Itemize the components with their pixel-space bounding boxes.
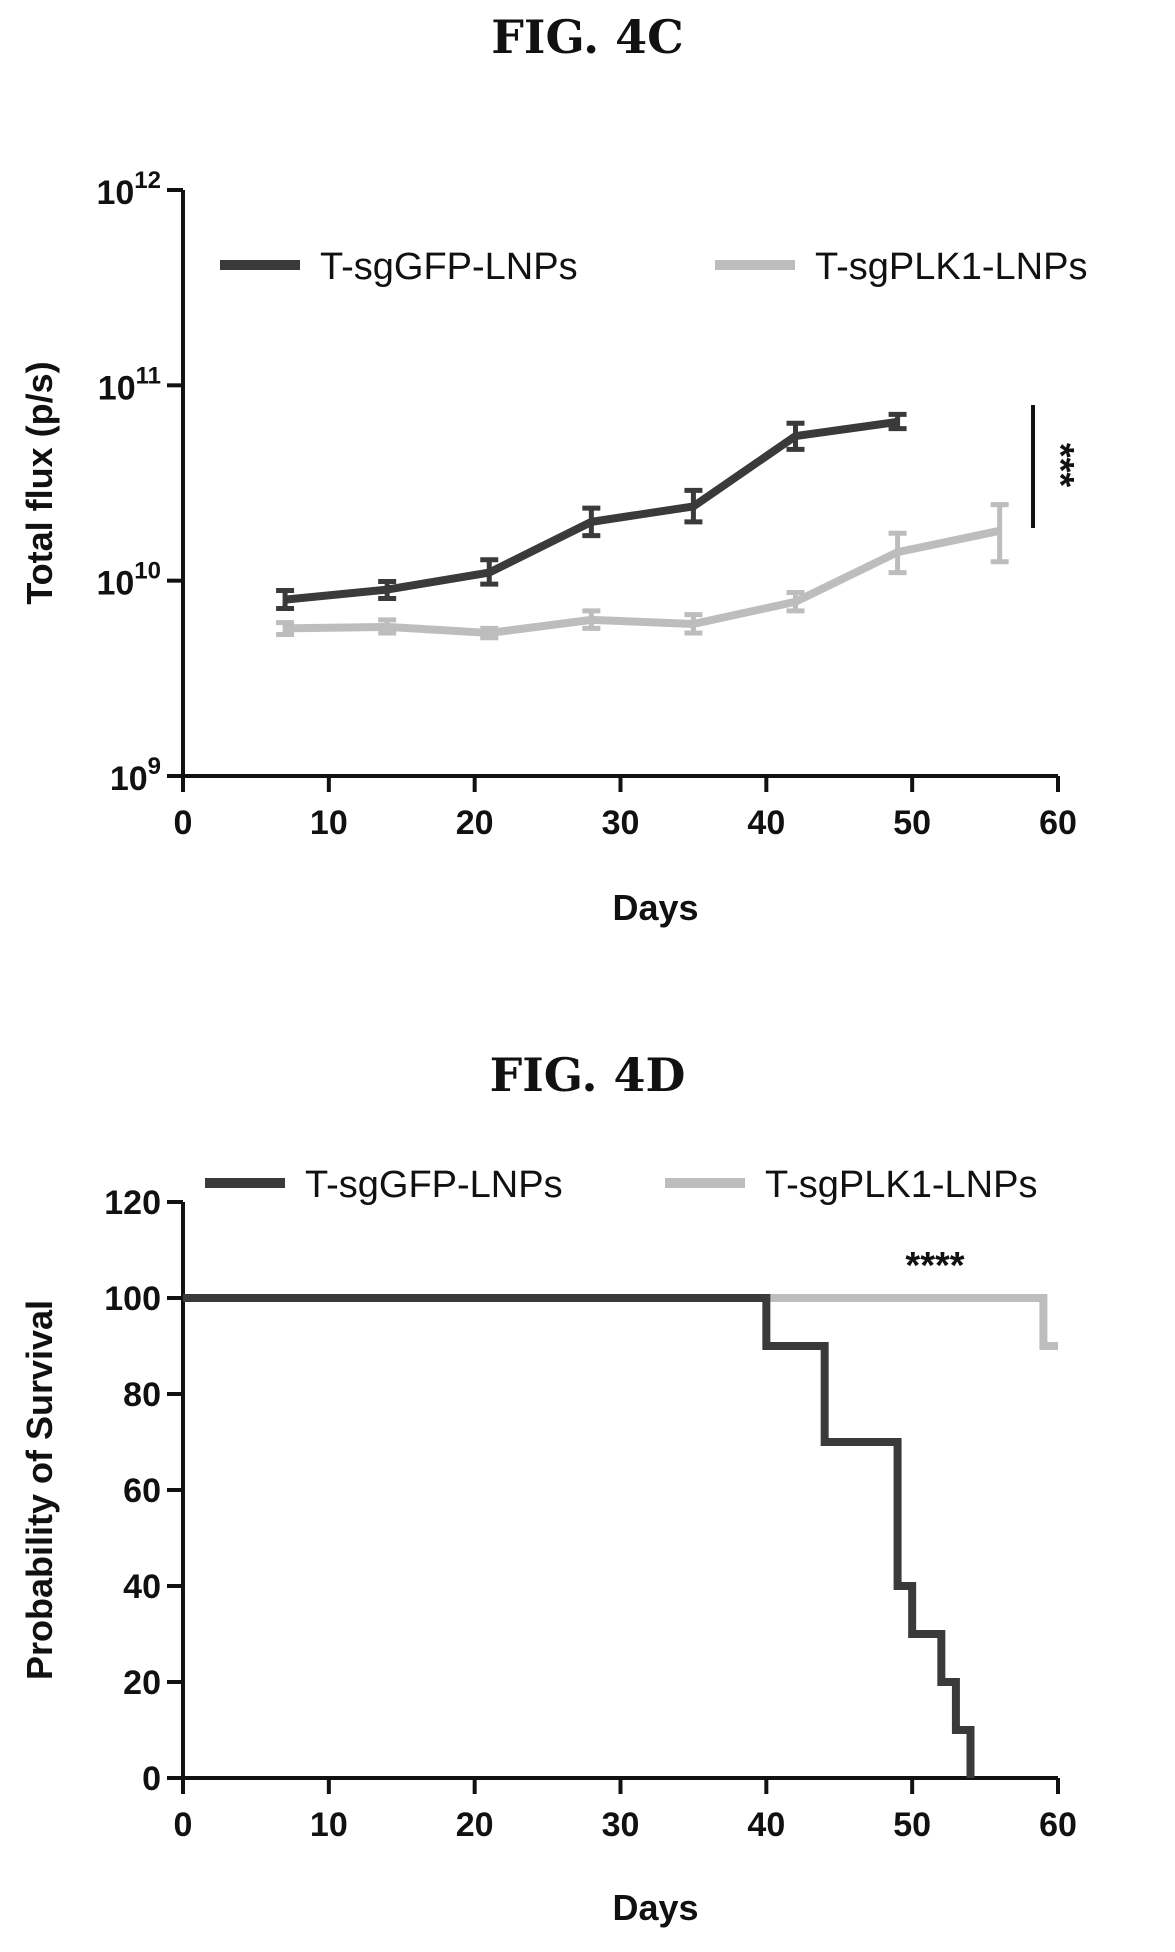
y-tick-label: 0: [142, 1760, 161, 1798]
x-tick-label: 20: [456, 804, 494, 842]
significance-annotation: ***: [1039, 443, 1081, 488]
y-tick-label: 120: [104, 1184, 161, 1222]
x-tick-label: 0: [174, 1806, 193, 1844]
series-line-2: [285, 526, 1001, 637]
y-axis-label: Probability of Survival: [19, 1300, 60, 1680]
survival-curve-1: [183, 1294, 975, 1778]
y-axis-label: Total flux (p/s): [19, 361, 60, 604]
survival-curve-2: [183, 1294, 1058, 1350]
x-tick-label: 40: [747, 1806, 785, 1844]
x-tick-label: 50: [893, 1806, 931, 1844]
y-tick-label: 20: [123, 1664, 161, 1702]
chart-4c: 0 10 20 30 40 50 60 109 1010 1011 1012 Total flux (…: [19, 167, 1087, 928]
x-tick-label: 50: [893, 804, 931, 842]
x-tick-label: 20: [456, 1806, 494, 1844]
x-tick-label: 10: [310, 804, 348, 842]
x-axis-label: Days: [612, 1887, 698, 1928]
y-tick-label: 60: [123, 1472, 161, 1510]
legend-label-1: T-sgGFP-LNPs: [305, 1164, 563, 1206]
legend-label-1: T-sgGFP-LNPs: [320, 246, 578, 288]
x-tick-label: 0: [174, 804, 193, 842]
y-tick-label: 1010: [96, 558, 161, 603]
y-tick-label: 109: [110, 753, 161, 798]
y-tick-label: 1012: [96, 167, 161, 212]
significance-annotation: ****: [905, 1245, 964, 1287]
x-tick-label: 30: [602, 1806, 640, 1844]
figure-title-4c: FIG. 4C: [491, 10, 684, 64]
legend-label-2: T-sgPLK1-LNPs: [765, 1164, 1037, 1206]
y-tick-label: 100: [104, 1280, 161, 1318]
y-tick-label: 1011: [98, 362, 161, 407]
x-tick-label: 60: [1039, 804, 1077, 842]
chart-4d: 0 10 20 30 40 50 60 0 20 40 60 80 100 120 Probability …: [19, 1164, 1077, 1928]
figure-title-4d: FIG. 4D: [489, 1048, 686, 1102]
legend-label-2: T-sgPLK1-LNPs: [815, 246, 1087, 288]
x-tick-label: 40: [747, 804, 785, 842]
x-tick-label: 10: [310, 1806, 348, 1844]
y-tick-label: 80: [123, 1376, 161, 1414]
x-tick-label: 30: [602, 804, 640, 842]
x-tick-label: 60: [1039, 1806, 1077, 1844]
x-axis-label: Days: [612, 887, 698, 928]
y-tick-label: 40: [123, 1568, 161, 1606]
